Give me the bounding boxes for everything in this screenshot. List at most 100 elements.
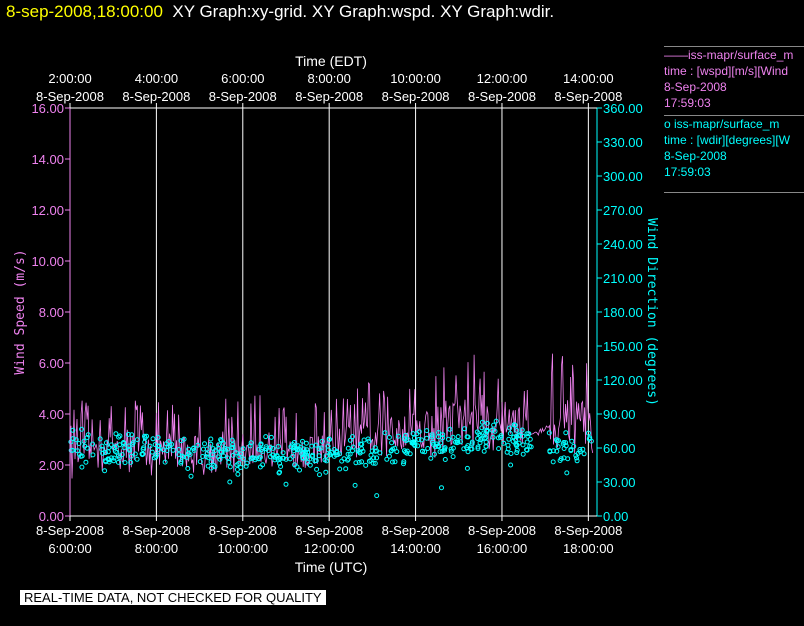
wdir-point <box>68 439 74 445</box>
right-tick-label: 120.00 <box>603 373 643 388</box>
right-tick-label: 150.00 <box>603 339 643 354</box>
left-tick-label: 6.00 <box>39 356 64 371</box>
wdir-point <box>111 445 117 450</box>
wdir-point <box>240 456 246 462</box>
wdir-point <box>318 445 324 451</box>
wdir-point <box>260 462 266 468</box>
bottom-tick-date: 8-Sep-2008 <box>382 523 450 538</box>
wdir-point <box>224 446 230 452</box>
wdir-point <box>290 453 296 459</box>
wdir-point <box>309 443 315 449</box>
wdir-point <box>395 433 401 439</box>
wdir-point <box>295 447 301 453</box>
wdir-point <box>103 440 109 446</box>
wdir-point <box>290 445 296 451</box>
wdir-point <box>186 446 192 452</box>
wdir-point <box>204 446 210 452</box>
wdir-point <box>176 452 182 458</box>
bottom-tick-time: 16:00:00 <box>477 541 528 556</box>
wdir-point <box>230 442 236 447</box>
bottom-tick-date: 8-Sep-2008 <box>36 523 104 538</box>
wdir-point <box>501 440 507 446</box>
wdir-point <box>359 441 365 447</box>
wdir-point <box>128 453 134 459</box>
top-tick-time: 6:00:00 <box>221 71 264 86</box>
wdir-point <box>565 456 571 462</box>
wdir-point <box>227 464 233 470</box>
wdir-point <box>195 442 201 448</box>
wdir-point <box>428 455 434 461</box>
wdir-point <box>461 426 467 432</box>
left-tick-label: 14.00 <box>31 152 64 167</box>
wdir-point <box>564 470 570 476</box>
wdir-point <box>331 447 337 452</box>
wdir-point <box>447 426 453 432</box>
wdir-point <box>511 422 517 428</box>
wdir-point <box>216 442 221 448</box>
right-tick-label: 270.00 <box>603 203 643 218</box>
left-tick-label: 16.00 <box>31 101 64 116</box>
wdir-point <box>425 446 431 451</box>
wdir-point <box>326 436 332 442</box>
wdir-point <box>314 466 320 472</box>
wdir-point <box>111 458 117 464</box>
wdir-point <box>191 445 197 451</box>
top-tick-time: 4:00:00 <box>135 71 178 86</box>
wdir-point <box>73 437 79 443</box>
bottom-tick-date: 8-Sep-2008 <box>122 523 190 538</box>
top-tick-time: 8:00:00 <box>307 71 350 86</box>
wdir-point <box>144 433 149 439</box>
wdir-point <box>477 440 483 446</box>
wdir-point <box>155 434 161 440</box>
right-tick-label: 180.00 <box>603 305 643 320</box>
wdir-point <box>571 443 577 449</box>
wdir-point <box>283 481 289 487</box>
wdir-point <box>556 438 561 444</box>
left-tick-label: 4.00 <box>39 407 64 422</box>
wdir-point <box>445 436 451 442</box>
wdir-point <box>83 459 89 465</box>
wdir-point <box>316 453 322 459</box>
wdir-point <box>263 444 269 450</box>
wdir-point <box>419 437 424 443</box>
wdir-point <box>483 439 489 445</box>
wdir-point <box>247 443 253 449</box>
wdir-point <box>440 435 446 441</box>
wdir-point <box>97 436 103 442</box>
wdir-point <box>275 444 281 449</box>
wdir-point <box>111 455 117 461</box>
wdir-point <box>176 447 182 452</box>
wdir-point <box>122 460 128 466</box>
wdir-point <box>484 420 490 426</box>
wdir-point <box>341 456 347 462</box>
wdir-point <box>268 454 273 460</box>
wdir-point <box>524 431 530 437</box>
wdir-point <box>507 431 513 436</box>
wdir-point <box>508 462 514 468</box>
legend-divider <box>664 115 804 116</box>
wdir-point <box>420 448 425 454</box>
left-tick-label: 10.00 <box>31 254 64 269</box>
wdir-point <box>524 447 530 453</box>
wdir-point <box>121 445 127 451</box>
wdir-point <box>278 464 284 469</box>
wdir-point <box>454 438 460 444</box>
wdir-point <box>424 428 430 434</box>
wdir-point <box>202 441 207 447</box>
wdir-point <box>407 451 413 457</box>
wdir-point <box>574 458 580 464</box>
wdir-point <box>162 459 168 465</box>
wdir-point <box>280 450 286 456</box>
wdir-point <box>234 467 240 472</box>
wdir-point <box>272 457 278 463</box>
wdir-point <box>514 450 520 456</box>
wdir-point <box>102 468 108 474</box>
top-tick-date: 8-Sep-2008 <box>209 89 277 104</box>
wdir-point <box>128 459 134 465</box>
wdir-point <box>350 444 356 450</box>
wdir-point <box>331 453 337 459</box>
wdir-point <box>79 426 85 432</box>
wdir-point <box>569 438 575 444</box>
wdir-point <box>401 459 407 465</box>
wdir-point <box>489 427 495 433</box>
